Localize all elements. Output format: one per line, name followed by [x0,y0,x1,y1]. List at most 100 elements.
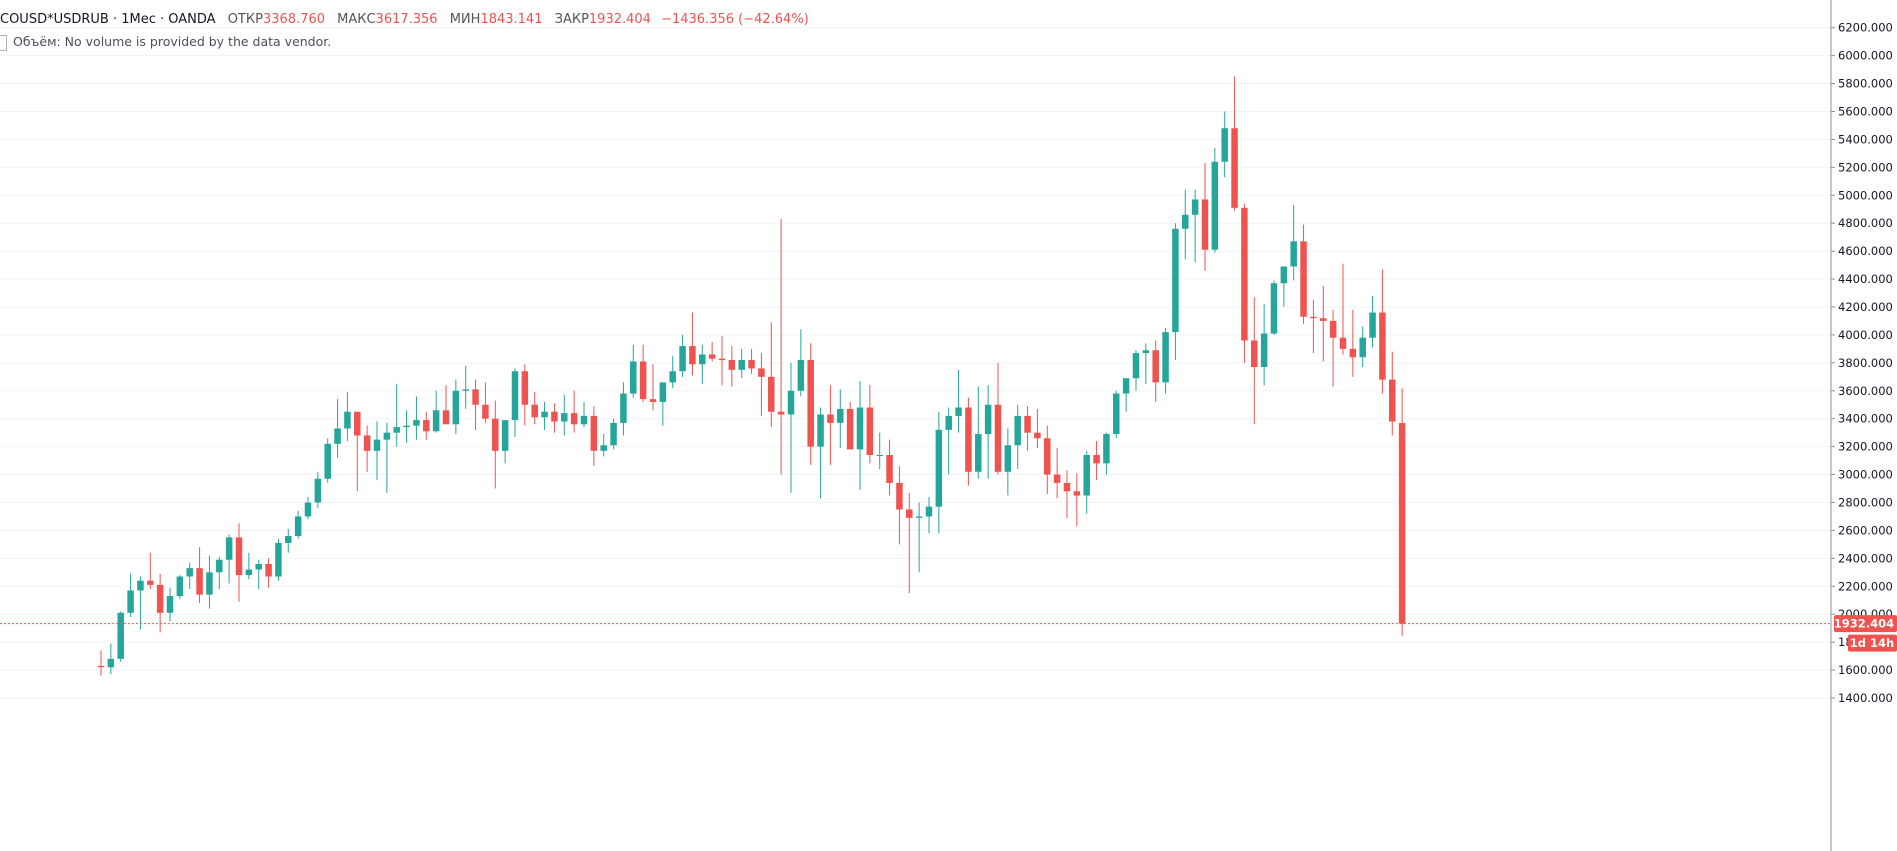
candle-body [1172,228,1179,333]
candle-body [216,559,223,573]
y-tick-label: 1400.000 [1838,691,1893,705]
candle [196,547,203,604]
candle-body [1103,434,1110,464]
candle [669,355,676,388]
candle-body [1251,340,1258,368]
candle-body [255,563,262,570]
candle [304,496,312,520]
candle [363,425,371,472]
y-tick-label: 4800.000 [1838,216,1893,230]
symbol-label[interactable]: COUSD*USDRUB · 1Мес · OANDA [0,12,216,27]
candle [147,552,154,590]
candle [393,383,400,447]
candle [462,365,469,409]
candle-body [304,502,312,517]
price-axis[interactable]: 1400.0001600.0001800.0002000.0002200.000… [1831,21,1893,705]
candle [423,411,430,440]
candle-body [590,415,598,451]
candle [156,573,164,633]
candle-body [245,569,253,576]
candle [541,401,548,430]
candle-body [1162,332,1169,383]
candle [1182,189,1189,260]
candle-body [925,506,933,517]
candle [216,556,223,590]
candle-body [748,360,755,369]
candle-body [649,399,657,402]
candle-body [354,411,361,436]
candle-body [482,404,489,419]
candle-body [1359,337,1366,358]
candle-body [866,407,874,456]
candle-body [827,414,834,423]
candle-body [856,407,864,450]
collapse-toggle[interactable] [0,34,7,51]
candle-body [363,435,371,451]
candle-body [630,361,637,394]
candle-body [176,576,184,597]
candle-body [285,536,292,543]
candle [738,348,745,379]
candle-body [1349,348,1357,358]
candle-body [561,413,568,422]
candle-body [1389,379,1396,422]
candle-body [807,360,814,447]
candle [1280,266,1288,307]
candle [413,396,420,440]
chart-legend: COUSD*USDRUB · 1Мес · OANDA ОТКР3368.760… [0,12,809,27]
candle-body [1132,353,1140,379]
candle [1359,326,1366,368]
y-tick-label: 2400.000 [1838,551,1893,565]
last-price-label: 1932.404 [1834,617,1894,631]
candle-body [1290,241,1297,267]
candle-body [915,516,923,518]
candle [245,552,253,580]
candle-body [235,537,243,576]
candle [127,573,134,618]
candle-body [432,410,440,432]
candle-body [1280,266,1288,284]
candle [610,418,617,450]
candle-body [1300,241,1307,317]
candle [718,336,726,386]
candle [600,434,607,457]
candle [1300,224,1307,324]
y-tick-label: 1600.000 [1838,663,1893,677]
y-tick-label: 3800.000 [1838,356,1893,370]
candle [1389,351,1396,436]
candle-body [886,455,893,483]
volume-note: Объём: No volume is provided by the data… [0,34,331,51]
candle-body [1034,432,1041,439]
candle-body [147,580,154,585]
candle-body [1122,378,1130,394]
candle-body [294,516,302,537]
candle [344,392,351,442]
candle-body [1073,491,1081,496]
y-tick-label: 5600.000 [1838,104,1893,118]
candle-body [156,584,164,613]
candle [906,492,913,594]
candle [1221,111,1228,178]
candle-body [225,537,233,560]
candle [97,650,105,676]
countdown-badge: 1d 14h [1848,634,1897,652]
candle-body [452,390,460,425]
candle [117,611,124,662]
candle-body [521,371,529,405]
candle-body [127,590,134,613]
candle [176,575,184,599]
candle [915,502,923,573]
candle-body [344,411,351,429]
y-tick-label: 5400.000 [1838,132,1893,146]
last-price-badge: 1932.404 [1834,615,1897,633]
change-value: −1436.356 (−42.64%) [661,12,809,27]
candle-body [196,568,203,595]
candles [97,76,1406,676]
candle-body [1320,318,1327,321]
candle [1398,388,1406,637]
candle-body [531,404,538,418]
candle [1201,163,1209,271]
candle-body [1221,128,1228,162]
candle [1093,441,1100,481]
